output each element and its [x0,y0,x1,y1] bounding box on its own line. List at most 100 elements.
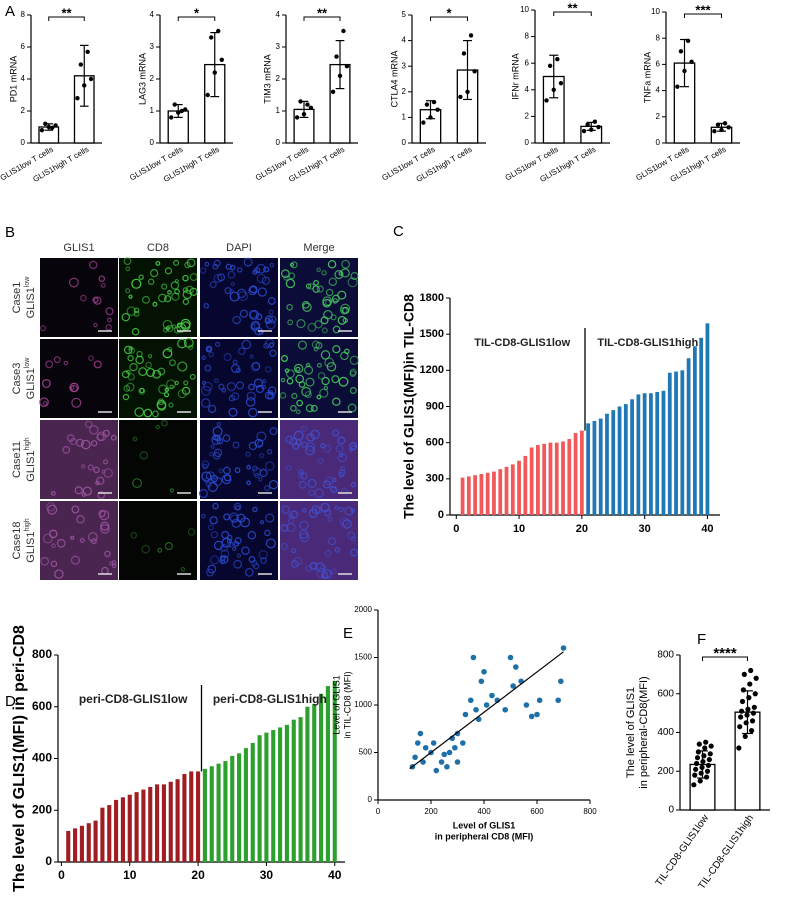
cell [130,532,138,539]
y-tick-label: 2 [656,112,661,121]
bar [182,774,187,862]
data-point [446,749,453,756]
cell [350,271,359,281]
cell [210,555,220,565]
y-tick-label: 0 [276,138,281,147]
cell [349,370,357,377]
cell [350,508,356,513]
bar [460,477,465,515]
bar [655,392,660,515]
cell [214,341,221,347]
cell [182,287,189,293]
cell [338,469,346,477]
cell [88,355,94,362]
cell [334,505,339,510]
cell [239,517,251,528]
y-axis-label: IFNr mRNA [510,53,520,100]
cell [100,521,110,531]
cell [128,294,133,299]
cell [324,549,332,557]
cell [219,543,229,552]
bar [705,323,710,515]
cell [344,348,350,355]
y-tick-label: 400 [657,727,674,738]
bar [305,706,310,862]
bar [517,460,521,515]
cell [286,303,293,311]
cell [251,361,261,371]
cell [252,562,260,570]
cell [200,385,211,396]
bar [175,779,180,862]
cell [280,524,289,532]
cell [93,296,102,305]
cell [332,325,341,334]
cell [308,508,318,518]
cell [182,274,189,282]
cell [340,303,351,314]
data-point [334,54,339,59]
bar [264,732,269,862]
cell [231,364,240,373]
bar [523,455,528,515]
cell [252,506,258,513]
cell [248,441,258,451]
data-point [712,129,717,134]
cell [309,562,318,570]
bar [216,763,221,862]
data-point [701,753,707,759]
y-tick-label: 4 [402,36,407,45]
cell [236,553,242,558]
cell [204,364,212,372]
y-tick-label: 200 [657,766,674,777]
y-tick-label: 6 [656,60,661,69]
data-point [205,92,210,98]
cell [323,309,333,320]
y-tick-label: 4 [21,74,26,83]
data-point [460,740,466,746]
cell [243,257,253,267]
data-point [704,768,711,774]
data-point [695,749,701,755]
cell [182,298,190,305]
cell [256,273,267,284]
cell [298,480,307,489]
cell [208,351,215,358]
cell [312,285,320,293]
x-tick-label: 0 [453,523,459,535]
cell [338,506,344,513]
cell [82,486,92,496]
cell [169,488,175,493]
data-point [752,691,758,697]
y-tick-label: 3 [276,42,281,51]
data-point [337,73,343,79]
cell [295,409,301,415]
row-case: Case11 [11,441,23,478]
panel-label: B [5,224,15,241]
row-case: Case18 [11,522,23,560]
marker-level: high [24,437,31,450]
bar [630,399,634,515]
y-tick-label: 1200 [420,364,444,376]
cell [331,294,340,303]
micrograph [40,258,118,337]
cell [290,404,297,412]
data-point [481,668,487,675]
panel-label: E [343,625,353,642]
y-tick-label: 900 [426,400,444,412]
data-point [344,63,350,69]
cell [331,375,340,384]
bar [243,748,248,862]
x-tick-label: 30 [639,523,651,535]
cell [163,392,170,398]
data-point [473,706,479,713]
cell [79,537,85,543]
cell [313,279,319,286]
cell [228,407,238,417]
cell [42,400,48,406]
y-tick-label: 0 [21,138,26,147]
bar [586,423,591,515]
data-point [465,89,470,95]
x-tick-label: 0 [376,807,381,816]
cell [201,355,206,360]
